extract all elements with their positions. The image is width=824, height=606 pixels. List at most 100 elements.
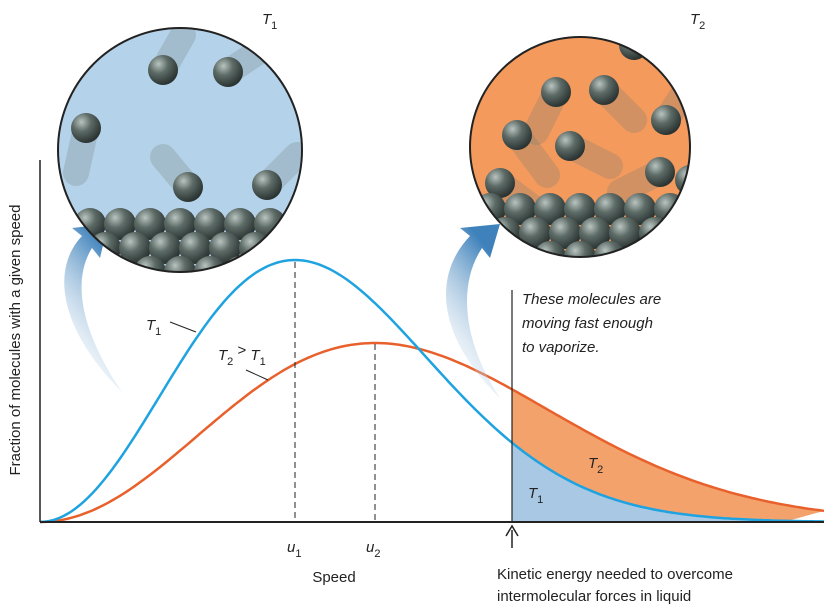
label-part: u: [366, 539, 375, 556]
molecule: [675, 165, 690, 195]
molecule: [502, 120, 532, 150]
subscript: 1: [537, 494, 543, 506]
liquid-molecule: [104, 208, 136, 240]
curve-blue: [39, 258, 824, 524]
subscript: 1: [295, 548, 301, 560]
molecule: [651, 105, 681, 135]
label-part: T: [588, 455, 599, 472]
molecule: [148, 55, 178, 85]
liquid-molecule: [699, 217, 731, 249]
label-part: T: [250, 347, 261, 364]
liquid-molecule: [344, 256, 376, 288]
molecule-views: [57, 27, 791, 288]
liquid-molecule: [119, 232, 151, 264]
molecule: [71, 113, 101, 143]
molecule: [541, 77, 571, 107]
liquid-molecule: [519, 217, 551, 249]
liquid-molecule: [414, 241, 446, 273]
liquid-molecule: [194, 256, 226, 272]
liquid-molecule: [329, 232, 361, 264]
liquid-molecule: [209, 232, 241, 264]
curve-label-blue: T1: [146, 317, 161, 338]
label-part: T: [690, 11, 701, 28]
liquid-molecule: [684, 193, 690, 225]
caption-line: intermolecular forces in liquid: [497, 588, 691, 605]
subscript: 2: [227, 356, 233, 368]
area-blue: [512, 442, 824, 522]
liquid-molecule: [624, 193, 656, 225]
liquid-molecule: [314, 256, 346, 288]
liquid-molecule: [714, 241, 746, 273]
liquid-molecule: [284, 208, 302, 240]
molecule: [252, 170, 282, 200]
marker-label: u1: [287, 539, 301, 560]
liquid-molecule: [429, 217, 461, 249]
liquid-molecule: [594, 193, 626, 225]
subscript: 1: [271, 20, 277, 32]
leader: [245, 369, 269, 381]
liquid-molecule: [384, 193, 416, 225]
label-part: T: [262, 11, 273, 28]
area-label-blue: T1: [528, 485, 543, 506]
liquid-molecule: [384, 241, 416, 273]
liquid-molecule: [414, 193, 446, 225]
liquid-molecule: [58, 232, 61, 264]
liquid-molecule: [609, 217, 641, 249]
liquid-molecule: [164, 256, 196, 272]
liquid-molecule: [134, 208, 166, 240]
liquid-molecule: [744, 193, 776, 225]
molecule: [589, 75, 619, 105]
view-outline: [469, 36, 691, 258]
subscript: 2: [597, 464, 603, 476]
liquid-molecule: [714, 193, 746, 225]
view-label-right: T2: [690, 11, 705, 32]
molecule: [213, 57, 243, 87]
liquid-molecule: [534, 193, 566, 225]
liquid-molecule: [134, 256, 166, 272]
subscript: 1: [155, 326, 161, 338]
arrow-left: [64, 224, 122, 392]
liquid-molecule: [564, 193, 596, 225]
curve-orange: [39, 341, 824, 524]
view-label-left: T1: [262, 11, 277, 32]
annotation-line: moving fast enough: [522, 315, 653, 332]
curves: [39, 258, 824, 524]
liquid-molecule: [729, 217, 761, 249]
x-axis-label: Speed: [312, 569, 355, 586]
y-axis-label: Fraction of molecules with a given speed: [7, 205, 24, 476]
liquid-molecule: [58, 208, 76, 240]
caption-line: Kinetic energy needed to overcome: [497, 566, 733, 583]
liquid-molecule: [759, 217, 791, 249]
liquid-molecule: [639, 217, 671, 249]
annotation-line: to vaporize.: [522, 339, 600, 356]
marker-label: u2: [366, 539, 380, 560]
label-part: T: [146, 317, 157, 334]
liquid-molecule: [654, 241, 686, 257]
liquid-molecule: [314, 208, 346, 240]
area-label-orange: T2: [588, 455, 603, 476]
label-part: >: [233, 342, 250, 359]
subscript: 2: [374, 548, 380, 560]
liquid-molecule: [504, 193, 536, 225]
molecule: [173, 172, 203, 202]
liquid-molecule: [359, 232, 391, 264]
label-part: T: [218, 347, 229, 364]
liquid-molecule: [179, 232, 211, 264]
arrow-right: [446, 224, 500, 398]
liquid-molecule: [224, 208, 256, 240]
liquid-molecule: [744, 241, 776, 273]
liquid-molecule: [684, 241, 690, 257]
shaded-areas: [512, 389, 824, 522]
label-part: u: [287, 539, 296, 556]
threshold-arrow: [505, 524, 519, 548]
liquid-molecule: [194, 208, 226, 240]
leader: [169, 321, 197, 333]
liquid-molecule: [669, 217, 690, 249]
liquid-molecule: [579, 217, 611, 249]
liquid-molecule: [399, 217, 431, 249]
area-orange: [512, 389, 824, 522]
subscript: 2: [699, 20, 705, 32]
